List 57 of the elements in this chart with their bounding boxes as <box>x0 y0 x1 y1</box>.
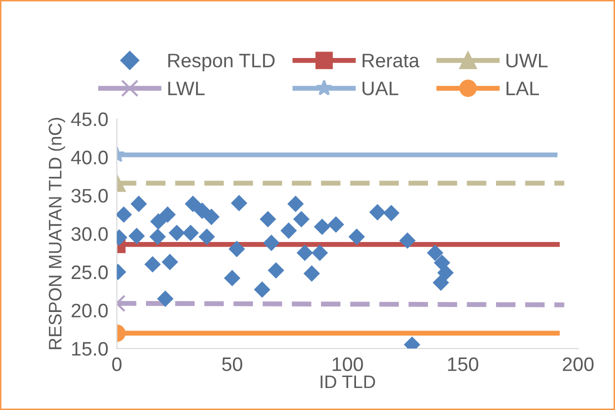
point <box>287 196 304 212</box>
point <box>157 290 174 307</box>
x-tick-label: 50 <box>222 357 242 372</box>
legend-label: UAL <box>362 82 398 96</box>
point <box>182 224 199 242</box>
point <box>263 234 280 252</box>
point <box>348 228 365 245</box>
point <box>399 232 416 249</box>
y-tick-label: 25.0 <box>72 265 108 280</box>
y-tick-label: 45.0 <box>71 112 108 126</box>
y-tick-label: 30.0 <box>71 227 108 241</box>
x-tick-label: 200 <box>562 357 594 372</box>
point <box>437 264 454 281</box>
point <box>198 228 216 245</box>
legend-label: LWL <box>168 82 205 96</box>
point <box>369 204 386 220</box>
point <box>296 244 314 262</box>
point <box>328 216 344 233</box>
point <box>314 218 330 236</box>
point <box>128 228 145 244</box>
point <box>150 213 167 230</box>
point <box>254 281 270 298</box>
point <box>144 256 161 273</box>
point <box>228 240 245 258</box>
y-tick-label: 40.0 <box>71 150 108 164</box>
point <box>312 244 328 262</box>
point <box>432 274 450 291</box>
x-tick-label: 150 <box>448 357 478 372</box>
point <box>268 262 284 279</box>
y-tick-label: 15.0 <box>72 342 108 356</box>
legend-label: UWL <box>506 54 548 68</box>
legend-label: Rerata <box>362 54 420 68</box>
point <box>159 206 176 223</box>
legend-label: Respon TLD <box>168 54 275 72</box>
point <box>280 222 297 239</box>
point <box>162 254 178 270</box>
y-tick-label: 20.0 <box>72 304 108 318</box>
x-axis-title: ID TLD <box>320 376 376 388</box>
y-tick-label: 35.0 <box>71 188 108 203</box>
point <box>184 196 202 212</box>
point <box>293 210 310 228</box>
point <box>149 228 166 245</box>
x-tick-label: 0 <box>112 357 122 372</box>
point <box>230 194 248 212</box>
point <box>383 204 400 222</box>
point <box>194 202 210 219</box>
x-tick-label: 100 <box>332 357 363 372</box>
point <box>116 206 132 223</box>
point <box>203 208 220 226</box>
point <box>224 270 240 286</box>
point <box>304 265 320 282</box>
point <box>260 210 276 228</box>
point <box>426 244 444 262</box>
y-axis-title: RESPON MUATAN TLD (nC) <box>48 118 66 350</box>
point <box>168 224 186 242</box>
point <box>130 196 147 212</box>
legend-label: LAL <box>506 82 539 96</box>
